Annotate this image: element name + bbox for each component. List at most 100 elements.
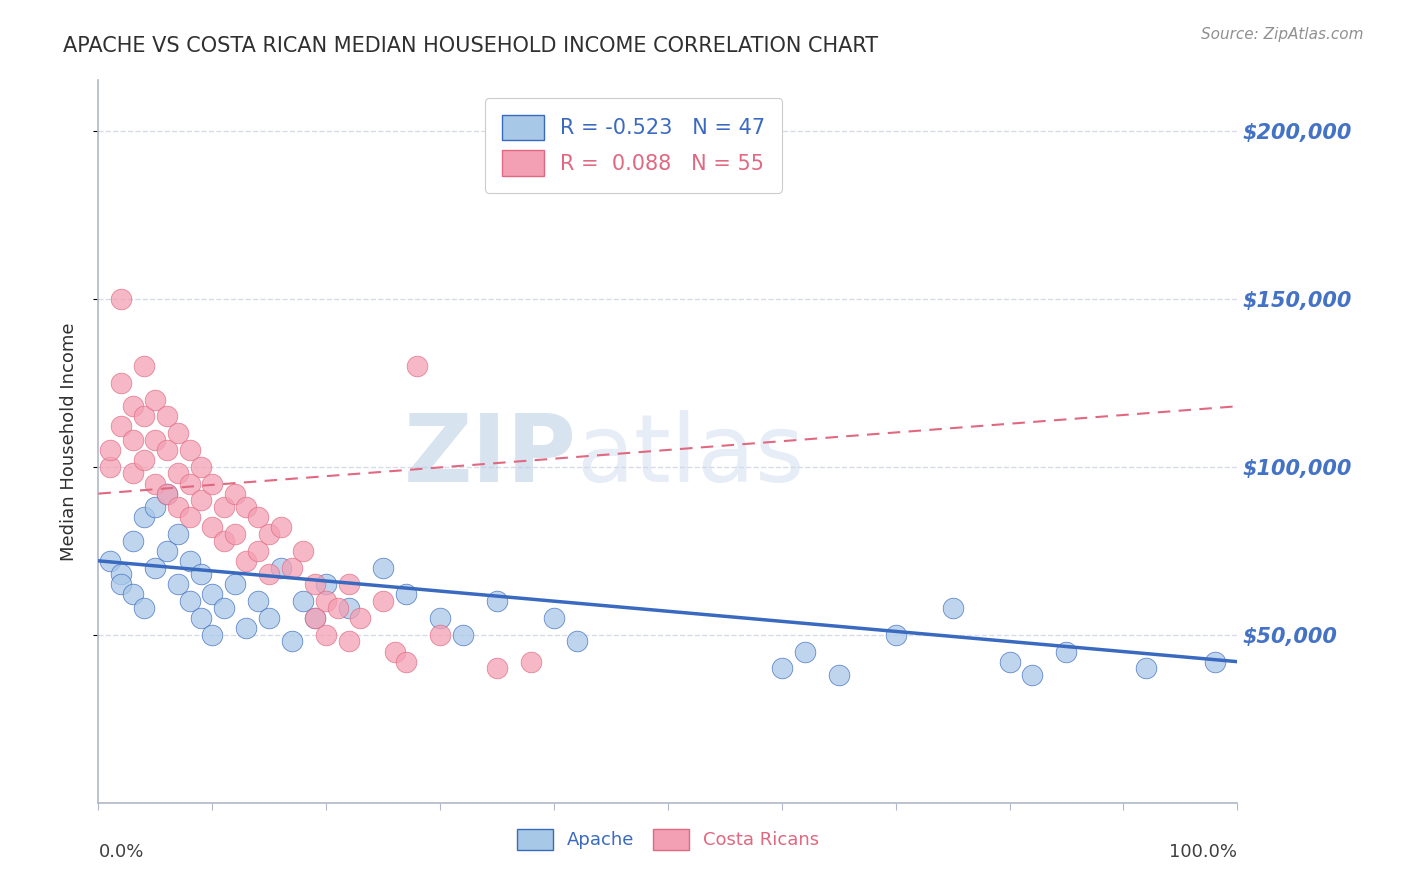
Point (167, 527, 190, 541)
Point (132, 409, 155, 424)
Point (224, 527, 246, 541)
Legend: Apache, Costa Ricans: Apache, Costa Ricans (508, 820, 828, 859)
Point (156, 486, 179, 500)
Point (304, 611, 326, 625)
Point (145, 476, 167, 491)
Point (235, 621, 257, 635)
Point (110, 419, 132, 434)
Point (110, 376, 132, 390)
Point (565, 634, 588, 648)
Point (121, 467, 143, 481)
Point (121, 399, 143, 413)
Text: 0.0%: 0.0% (98, 843, 143, 861)
Point (259, 611, 281, 625)
Point (1021, 668, 1043, 682)
Point (190, 611, 212, 625)
Point (384, 644, 406, 658)
Point (315, 628, 337, 642)
Point (121, 533, 143, 548)
Point (337, 634, 360, 648)
Point (132, 453, 155, 467)
Point (395, 587, 418, 601)
Point (337, 577, 360, 591)
Point (429, 628, 451, 642)
Point (132, 359, 155, 373)
Point (156, 486, 179, 500)
Point (1135, 661, 1157, 675)
Point (1054, 644, 1078, 658)
Point (543, 611, 565, 625)
Text: APACHE VS COSTA RICAN MEDIAN HOUSEHOLD INCOME CORRELATION CHART: APACHE VS COSTA RICAN MEDIAN HOUSEHOLD I… (63, 36, 879, 55)
Point (349, 611, 371, 625)
Point (246, 594, 269, 608)
Point (201, 476, 224, 491)
Point (281, 560, 304, 574)
Point (98, 554, 121, 568)
Point (371, 594, 394, 608)
Point (235, 554, 257, 568)
Point (259, 567, 281, 582)
Point (145, 560, 167, 574)
Point (167, 577, 190, 591)
Point (395, 655, 418, 669)
Point (110, 292, 132, 306)
Point (179, 476, 201, 491)
Point (156, 543, 179, 558)
Point (246, 510, 269, 524)
Point (212, 533, 235, 548)
Point (235, 500, 257, 514)
Point (486, 661, 509, 675)
Point (212, 500, 235, 514)
Point (98, 442, 121, 457)
Point (793, 644, 815, 658)
Point (121, 587, 143, 601)
Point (224, 486, 246, 500)
Point (212, 600, 235, 615)
Point (145, 392, 167, 407)
Point (326, 600, 349, 615)
Point (292, 594, 315, 608)
Point (998, 655, 1021, 669)
Point (371, 560, 394, 574)
Point (179, 554, 201, 568)
Point (770, 661, 793, 675)
Point (292, 543, 315, 558)
Point (281, 634, 304, 648)
Point (121, 433, 143, 447)
Point (145, 433, 167, 447)
Point (132, 510, 155, 524)
Point (246, 543, 269, 558)
Point (304, 611, 326, 625)
Point (270, 560, 292, 574)
Text: Source: ZipAtlas.com: Source: ZipAtlas.com (1201, 27, 1364, 42)
Text: 100.0%: 100.0% (1170, 843, 1237, 861)
Point (145, 500, 167, 514)
Point (259, 527, 281, 541)
Point (224, 577, 246, 591)
Point (179, 510, 201, 524)
Point (270, 520, 292, 534)
Point (179, 442, 201, 457)
Point (828, 668, 851, 682)
Point (315, 577, 337, 591)
Point (98, 459, 121, 474)
Point (167, 500, 190, 514)
Point (337, 600, 360, 615)
Point (304, 577, 326, 591)
Point (110, 577, 132, 591)
Point (167, 426, 190, 441)
Point (132, 600, 155, 615)
Point (406, 359, 429, 373)
Point (201, 587, 224, 601)
Point (520, 655, 543, 669)
Point (451, 628, 474, 642)
Point (201, 520, 224, 534)
Point (201, 628, 224, 642)
Point (190, 567, 212, 582)
Point (156, 409, 179, 424)
Point (942, 600, 965, 615)
Point (486, 594, 509, 608)
Point (429, 611, 451, 625)
Point (190, 459, 212, 474)
Point (1204, 655, 1226, 669)
